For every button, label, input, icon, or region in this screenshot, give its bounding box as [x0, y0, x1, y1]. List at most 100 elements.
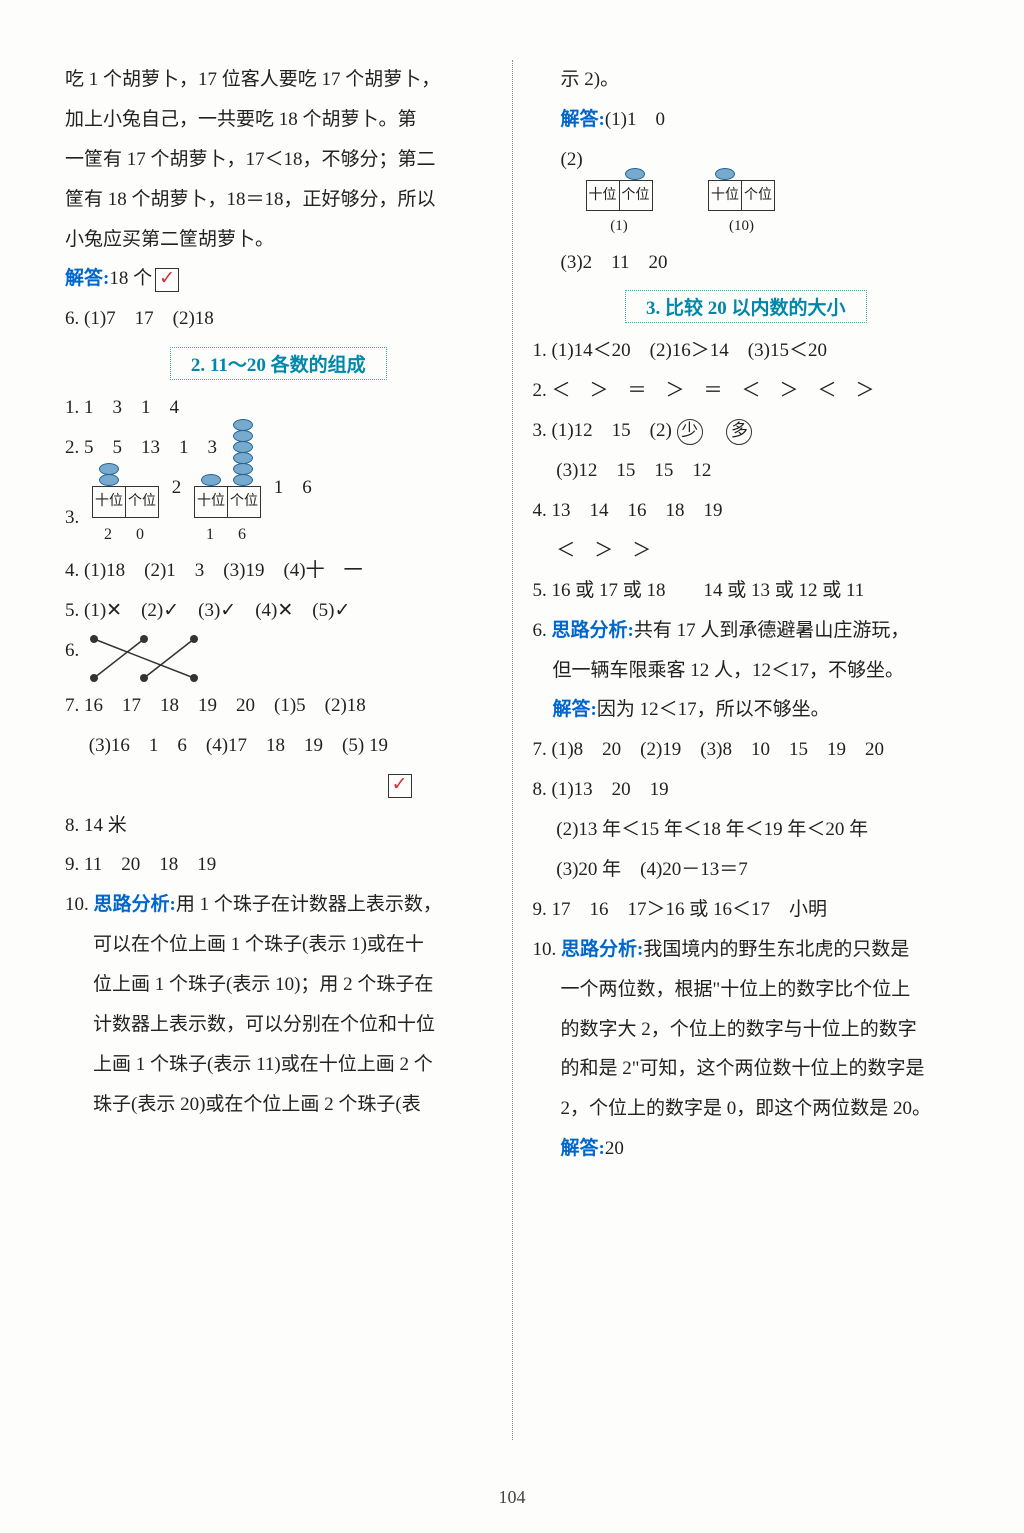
abacus-r1: 十位个位 (1)	[586, 180, 653, 243]
section-3-header: 3. 比较 20 以内数的大小	[533, 290, 960, 323]
caption: (10)	[708, 211, 775, 243]
ones-num: 6	[226, 518, 258, 552]
intro-line: 小兔应买第二筐胡萝卜。	[65, 220, 492, 260]
q10-line: 可以在个位上画 1 个珠子(表示 1)或在十	[65, 925, 492, 965]
answer-1: (1)1 0	[605, 109, 665, 130]
r-q8b: (2)13 年＜15 年＜18 年＜19 年＜20 年	[533, 810, 960, 850]
q3: 3. 十位个位 20 2	[65, 468, 492, 551]
q8: 8. 14 米	[65, 806, 492, 846]
q10-answer-text: 20	[605, 1138, 624, 1159]
q7b: (3)16 1 6 (4)17 18 19 (5) 19	[65, 726, 492, 766]
side1: 1	[274, 477, 284, 498]
q7b-text: (3)16 1 6 (4)17 18 19 (5) 19	[65, 735, 388, 756]
q6-text: 共有 17 人到承德避暑山庄游玩，	[634, 620, 910, 641]
tens-num: 1	[194, 518, 226, 552]
r-q10-line: 的数字大 2，个位上的数字与十位上的数字	[533, 1010, 960, 1050]
q3-label: 3.	[65, 507, 79, 528]
q7a: 7. 16 17 18 19 20 (1)5 (2)18	[65, 686, 492, 726]
circled-shao: 少	[677, 419, 703, 445]
r-q6-line: 但一辆车限乘客 12 人，12＜17，不够坐。	[533, 651, 960, 691]
q6: 6. (1)7 17 (2)18	[65, 299, 492, 339]
caption: (1)	[586, 211, 653, 243]
left-column: 吃 1 个胡萝卜，17 位客人要吃 17 个胡萝卜， 加上小兔自己，一共要吃 1…	[50, 60, 507, 1440]
answer-label: 解答:	[561, 109, 605, 130]
q10-line: 上画 1 个珠子(表示 11)或在十位上画 2 个	[65, 1045, 492, 1085]
q10-label: 10.	[65, 894, 89, 915]
r-q10-line: 一个两位数，根据"十位上的数字比个位上	[533, 970, 960, 1010]
answer-label: 解答:	[553, 699, 597, 720]
check-icon: ✓	[155, 268, 179, 292]
r-q4b: ＜ ＞ ＞	[533, 531, 960, 571]
r-q10-line1: 10. 思路分析:我国境内的野生东北虎的只数是	[533, 930, 960, 970]
right-column: 示 2)。 解答:(1)1 0 (2) 十位个位 (1)	[518, 60, 975, 1440]
q10-line: 珠子(表示 20)或在个位上画 2 个珠子(表	[65, 1085, 492, 1125]
side2: 6	[302, 477, 312, 498]
q10-line1: 10. 思路分析:用 1 个珠子在计数器上表示数，	[65, 885, 492, 925]
q4: 4. (1)18 (2)1 3 (3)19 (4)十 一	[65, 551, 492, 591]
r-q4a: 4. 13 14 16 18 19	[533, 491, 960, 531]
r-q6-answer: 解答:因为 12＜17，所以不够坐。	[533, 690, 960, 730]
q6b: 6.	[65, 631, 492, 686]
page-number: 104	[0, 1487, 1024, 1508]
section-3-title: 3. 比较 20 以内数的大小	[625, 290, 867, 323]
r-q10-answer: 解答:20	[533, 1129, 960, 1169]
abacus-row: 十位个位 (1) 十位个位 (10)	[533, 180, 960, 243]
ones-label: 个位	[126, 487, 158, 516]
matching-diagram	[84, 631, 204, 686]
section-2-title: 2. 11～20 各数的组成	[170, 347, 387, 380]
cont: 示 2)。	[533, 60, 960, 100]
r-q1: 1. (1)14＜20 (2)16＞14 (3)15＜20	[533, 331, 960, 371]
q10-line: 位上画 1 个珠子(表示 10)；用 2 个珠子在	[65, 965, 492, 1005]
q7-check: ✓	[65, 766, 492, 806]
tens-label: 十位	[93, 487, 126, 516]
answer-label: 解答:	[65, 268, 109, 289]
ones-num: 0	[124, 518, 156, 552]
r-q3b: (3)12 15 15 12	[533, 451, 960, 491]
abacus1-side: 2	[172, 477, 182, 498]
check-icon: ✓	[388, 774, 412, 798]
tens-label: 十位	[709, 181, 742, 210]
ones-label: 个位	[620, 181, 652, 210]
tens-label: 十位	[195, 487, 228, 516]
q6-label: 6.	[533, 620, 547, 641]
r-q8c: (3)20 年 (4)20－13＝7	[533, 850, 960, 890]
r-q8a: 8. (1)13 20 19	[533, 770, 960, 810]
q10-label: 10.	[533, 939, 557, 960]
analysis-label: 思路分析:	[94, 894, 176, 915]
answer-label: 解答:	[561, 1138, 605, 1159]
analysis-label: 思路分析:	[552, 620, 634, 641]
q10-text: 我国境内的野生东北虎的只数是	[643, 939, 909, 960]
q10-line: 计数器上表示数，可以分别在个位和十位	[65, 1005, 492, 1045]
q10-text: 用 1 个珠子在计数器上表示数，	[176, 894, 442, 915]
q2-label: (2)	[533, 140, 960, 180]
answer-text: 18 个	[109, 268, 152, 289]
q9: 9. 11 20 18 19	[65, 845, 492, 885]
page: 吃 1 个胡萝卜，17 位客人要吃 17 个胡萝卜， 加上小兔自己，一共要吃 1…	[0, 0, 1024, 1533]
q6-answer-text: 因为 12＜17，所以不够坐。	[597, 699, 830, 720]
r-q10-line: 的和是 2"可知，这个两位数十位上的数字是	[533, 1049, 960, 1089]
r-q10-line: 2，个位上的数字是 0，即这个两位数是 20。	[533, 1089, 960, 1129]
analysis-label: 思路分析:	[561, 939, 643, 960]
circled-duo: 多	[726, 419, 752, 445]
q3a-text: 3. (1)12 15 (2)	[533, 420, 672, 441]
q2: 2. 5 5 13 1 3	[65, 428, 492, 468]
answer-line: 解答:18 个✓	[65, 259, 492, 299]
r-q5: 5. 16 或 17 或 18 14 或 13 或 12 或 11	[533, 571, 960, 611]
tens-label: 十位	[587, 181, 620, 210]
ones-label: 个位	[742, 181, 774, 210]
column-divider	[512, 60, 513, 1440]
abacus-1: 十位个位 20	[92, 486, 159, 551]
intro-line: 加上小兔自己，一共要吃 18 个胡萝卜。第	[65, 100, 492, 140]
intro-line: 筐有 18 个胡萝卜，18＝18，正好够分，所以	[65, 180, 492, 220]
q5: 5. (1)✕ (2)✓ (3)✓ (4)✕ (5)✓	[65, 591, 492, 631]
r-q3a: 3. (1)12 15 (2) 少 多	[533, 411, 960, 451]
tens-num: 2	[92, 518, 124, 552]
ones-label: 个位	[228, 487, 260, 516]
intro-line: 吃 1 个胡萝卜，17 位客人要吃 17 个胡萝卜，	[65, 60, 492, 100]
section-2-header: 2. 11～20 各数的组成	[65, 347, 492, 380]
r-q2: 2. ＜ ＞ ＝ ＞ ＝ ＜ ＞ ＜ ＞	[533, 371, 960, 411]
q1: 1. 1 3 1 4	[65, 388, 492, 428]
abacus-2: 十位个位 16	[194, 486, 261, 551]
r-q7: 7. (1)8 20 (2)19 (3)8 10 15 19 20	[533, 730, 960, 770]
r-q9: 9. 17 16 17＞16 或 16＜17 小明	[533, 890, 960, 930]
